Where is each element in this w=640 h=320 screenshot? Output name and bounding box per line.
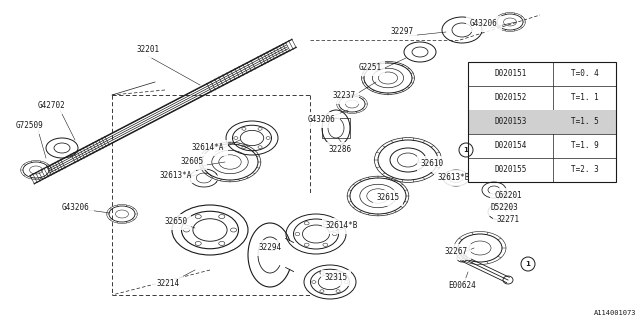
Bar (468, 62, 616, 182)
Text: 32614*B: 32614*B (326, 221, 358, 230)
Text: 32237: 32237 (332, 92, 356, 100)
Text: 32315: 32315 (324, 274, 348, 283)
Text: 32650: 32650 (164, 218, 188, 227)
Text: 32614*A: 32614*A (192, 143, 224, 153)
Text: G42702: G42702 (38, 101, 66, 110)
Text: T=0. 4: T=0. 4 (571, 69, 598, 78)
Text: T=1. 9: T=1. 9 (571, 141, 598, 150)
Text: D020153: D020153 (494, 117, 527, 126)
Text: 32613*B: 32613*B (438, 173, 470, 182)
Text: G43206: G43206 (308, 116, 336, 124)
Text: A114001073: A114001073 (593, 310, 636, 316)
Text: C62201: C62201 (494, 191, 522, 201)
Text: 32297: 32297 (390, 28, 413, 36)
Text: 32201: 32201 (136, 45, 159, 54)
Text: E00624: E00624 (448, 282, 476, 291)
Text: T=1. 1: T=1. 1 (571, 93, 598, 102)
Bar (468, 110, 616, 134)
Text: 32271: 32271 (497, 215, 520, 225)
Text: 32214: 32214 (156, 279, 180, 289)
Bar (322, 118, 350, 138)
Text: G2251: G2251 (358, 63, 381, 73)
Text: 32605: 32605 (180, 157, 204, 166)
Text: 32286: 32286 (328, 146, 351, 155)
Text: G43206: G43206 (470, 20, 498, 28)
Text: 1: 1 (525, 261, 531, 267)
Text: D020151: D020151 (494, 69, 527, 78)
Text: D020152: D020152 (494, 93, 527, 102)
Text: G72509: G72509 (16, 122, 44, 131)
Text: D020155: D020155 (494, 165, 527, 174)
Text: T=2. 3: T=2. 3 (571, 165, 598, 174)
Text: G43206: G43206 (62, 204, 90, 212)
Text: 32613*A: 32613*A (160, 171, 192, 180)
Text: 32294: 32294 (259, 244, 282, 252)
Text: 32610: 32610 (420, 159, 444, 169)
Text: D020154: D020154 (494, 141, 527, 150)
Text: 32615: 32615 (376, 194, 399, 203)
Text: 32267: 32267 (444, 247, 468, 257)
Text: 1: 1 (463, 147, 468, 153)
Text: D52203: D52203 (490, 204, 518, 212)
Text: T=1. 5: T=1. 5 (571, 117, 598, 126)
